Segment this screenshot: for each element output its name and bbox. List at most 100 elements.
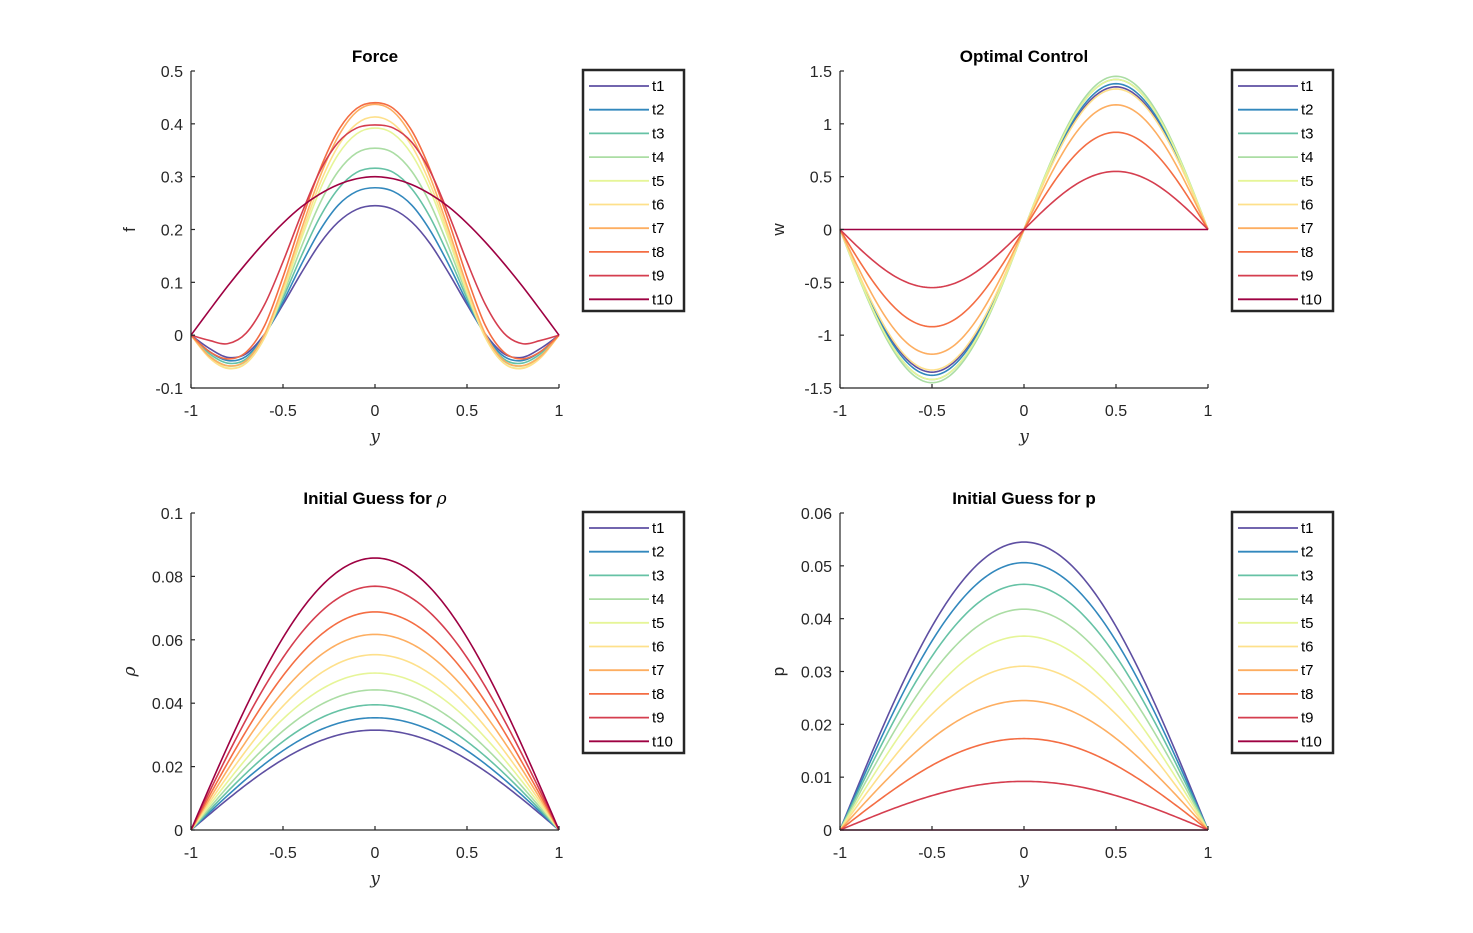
y-tick-label: 0.04 [152, 696, 183, 713]
y-tick-label: 0.3 [161, 170, 183, 187]
series-line-t8 [839, 737, 1209, 831]
y-tick-label: 0.1 [161, 506, 183, 523]
series-line-t6 [190, 116, 560, 370]
legend-label-t7: t7 [652, 220, 665, 237]
x-tick-label: 1 [555, 845, 564, 862]
legend-label-t10: t10 [1301, 291, 1322, 308]
x-tick-label: -0.5 [269, 845, 297, 862]
series-line-t6 [839, 665, 1209, 831]
series-line-t7 [839, 699, 1209, 831]
y-tick-label: 0.4 [161, 117, 183, 134]
legend-label-t10: t10 [652, 291, 673, 308]
y-tick-label: 0.06 [152, 633, 183, 650]
legend: t1 t2 t3 t4 t5 t6 t7 t8 t9 t10 [1230, 68, 1335, 313]
y-tick-label: 1 [823, 117, 832, 134]
legend-label-t10: t10 [1301, 733, 1322, 750]
x-tick-label: 0.5 [456, 403, 478, 420]
x-tick-label: 0.5 [1105, 845, 1127, 862]
series-line-t2 [190, 716, 560, 831]
x-tick-label: -1 [833, 845, 847, 862]
legend-label-t3: t3 [1301, 567, 1314, 584]
y-tick-label: 0.03 [801, 665, 832, 682]
series-line-t2 [839, 561, 1209, 831]
legend-label-t6: t6 [1301, 197, 1314, 214]
series-line-t9 [190, 124, 560, 345]
y-tick-label: 0.08 [152, 569, 183, 586]
y-axis-label: w [769, 223, 788, 237]
y-tick-label: 0.02 [801, 717, 832, 734]
subplot-force: -1 -0.5 0 0.5 1 -0.1 0 0.1 0.2 0.3 0.4 0.5 Force y f t1… [120, 47, 686, 447]
series-line-t9 [839, 780, 1209, 831]
x-axis-label: y [1018, 427, 1029, 447]
chart-title-text: Initial Guess for [303, 489, 436, 508]
legend: t1 t2 t3 t4 t5 t6 t7 t8 t9 t10 [1230, 510, 1335, 755]
y-tick-label: 0.5 [161, 64, 183, 81]
y-axis-label: ρ [120, 667, 140, 678]
legend-label-t6: t6 [652, 639, 665, 656]
y-tick-label: -1 [818, 328, 832, 345]
x-tick-label: -0.5 [918, 403, 946, 420]
x-tick-label: 1 [1204, 403, 1213, 420]
legend-label-t6: t6 [1301, 639, 1314, 656]
legend-label-t9: t9 [652, 710, 665, 727]
legend-label-t9: t9 [1301, 268, 1314, 285]
legend-label-t5: t5 [1301, 615, 1314, 632]
series-line-t4 [839, 608, 1209, 831]
legend-label-t1: t1 [652, 520, 665, 537]
legend-label-t10: t10 [652, 733, 673, 750]
y-tick-label: -0.1 [155, 381, 183, 398]
y-tick-label: 0.05 [801, 559, 832, 576]
x-tick-label: 0 [371, 403, 380, 420]
x-tick-label: 0 [1020, 845, 1029, 862]
y-tick-label: 0.2 [161, 223, 183, 240]
legend-label-t2: t2 [652, 544, 665, 561]
legend-label-t3: t3 [652, 125, 665, 142]
series-line-t5 [839, 635, 1209, 831]
x-tick-label: 1 [1204, 845, 1213, 862]
legend-label-t1: t1 [1301, 78, 1314, 95]
y-tick-label: 0 [174, 823, 183, 840]
x-tick-label: -0.5 [918, 845, 946, 862]
y-axis-label: p [769, 667, 788, 676]
y-tick-label: 0 [823, 823, 832, 840]
series-line-t5 [190, 672, 560, 831]
subplot-rho: -1 -0.5 0 0.5 1 0 0.02 0.04 0.06 0.08 0.1 Initial G… [120, 489, 686, 889]
legend-label-t7: t7 [1301, 662, 1314, 679]
series-line-t3 [190, 703, 560, 831]
x-tick-label: -0.5 [269, 403, 297, 420]
series-line-t10 [190, 557, 560, 831]
chart-title: Initial Guess for ρ [303, 489, 446, 509]
chart-title: Force [352, 47, 398, 66]
series-line-t7 [190, 633, 560, 831]
legend-label-t4: t4 [1301, 591, 1314, 608]
y-tick-label: 0.5 [810, 170, 832, 187]
legend-label-t4: t4 [652, 591, 665, 608]
x-tick-label: -1 [184, 845, 198, 862]
y-tick-label: 0.01 [801, 770, 832, 787]
series-line-t7 [190, 103, 560, 367]
y-tick-label: 1.5 [810, 64, 832, 81]
y-tick-label: -1.5 [804, 381, 832, 398]
series-line-t1 [190, 729, 560, 831]
x-tick-label: 1 [555, 403, 564, 420]
chart-title-symbol: ρ [436, 489, 447, 509]
x-tick-label: -1 [833, 403, 847, 420]
chart-title-text: Initial Guess for p [952, 489, 1096, 508]
legend-label-t3: t3 [1301, 125, 1314, 142]
legend-label-t4: t4 [1301, 149, 1314, 166]
y-tick-label: -0.5 [804, 275, 832, 292]
legend: t1 t2 t3 t4 t5 t6 t7 t8 t9 t10 [581, 510, 686, 755]
legend-label-t2: t2 [652, 102, 665, 119]
y-axis-label: f [120, 227, 139, 232]
series-line-t6 [190, 653, 560, 831]
y-tick-label: 0.06 [801, 506, 832, 523]
legend-label-t5: t5 [652, 173, 665, 190]
y-tick-label: 0.04 [801, 612, 832, 629]
legend: t1 t2 t3 t4 t5 t6 t7 t8 t9 t10 [581, 68, 686, 313]
series-line-t10 [190, 175, 560, 336]
legend-label-t1: t1 [1301, 520, 1314, 537]
legend-label-t5: t5 [652, 615, 665, 632]
legend-label-t5: t5 [1301, 173, 1314, 190]
legend-label-t8: t8 [1301, 686, 1314, 703]
series-line-t3 [190, 167, 560, 365]
